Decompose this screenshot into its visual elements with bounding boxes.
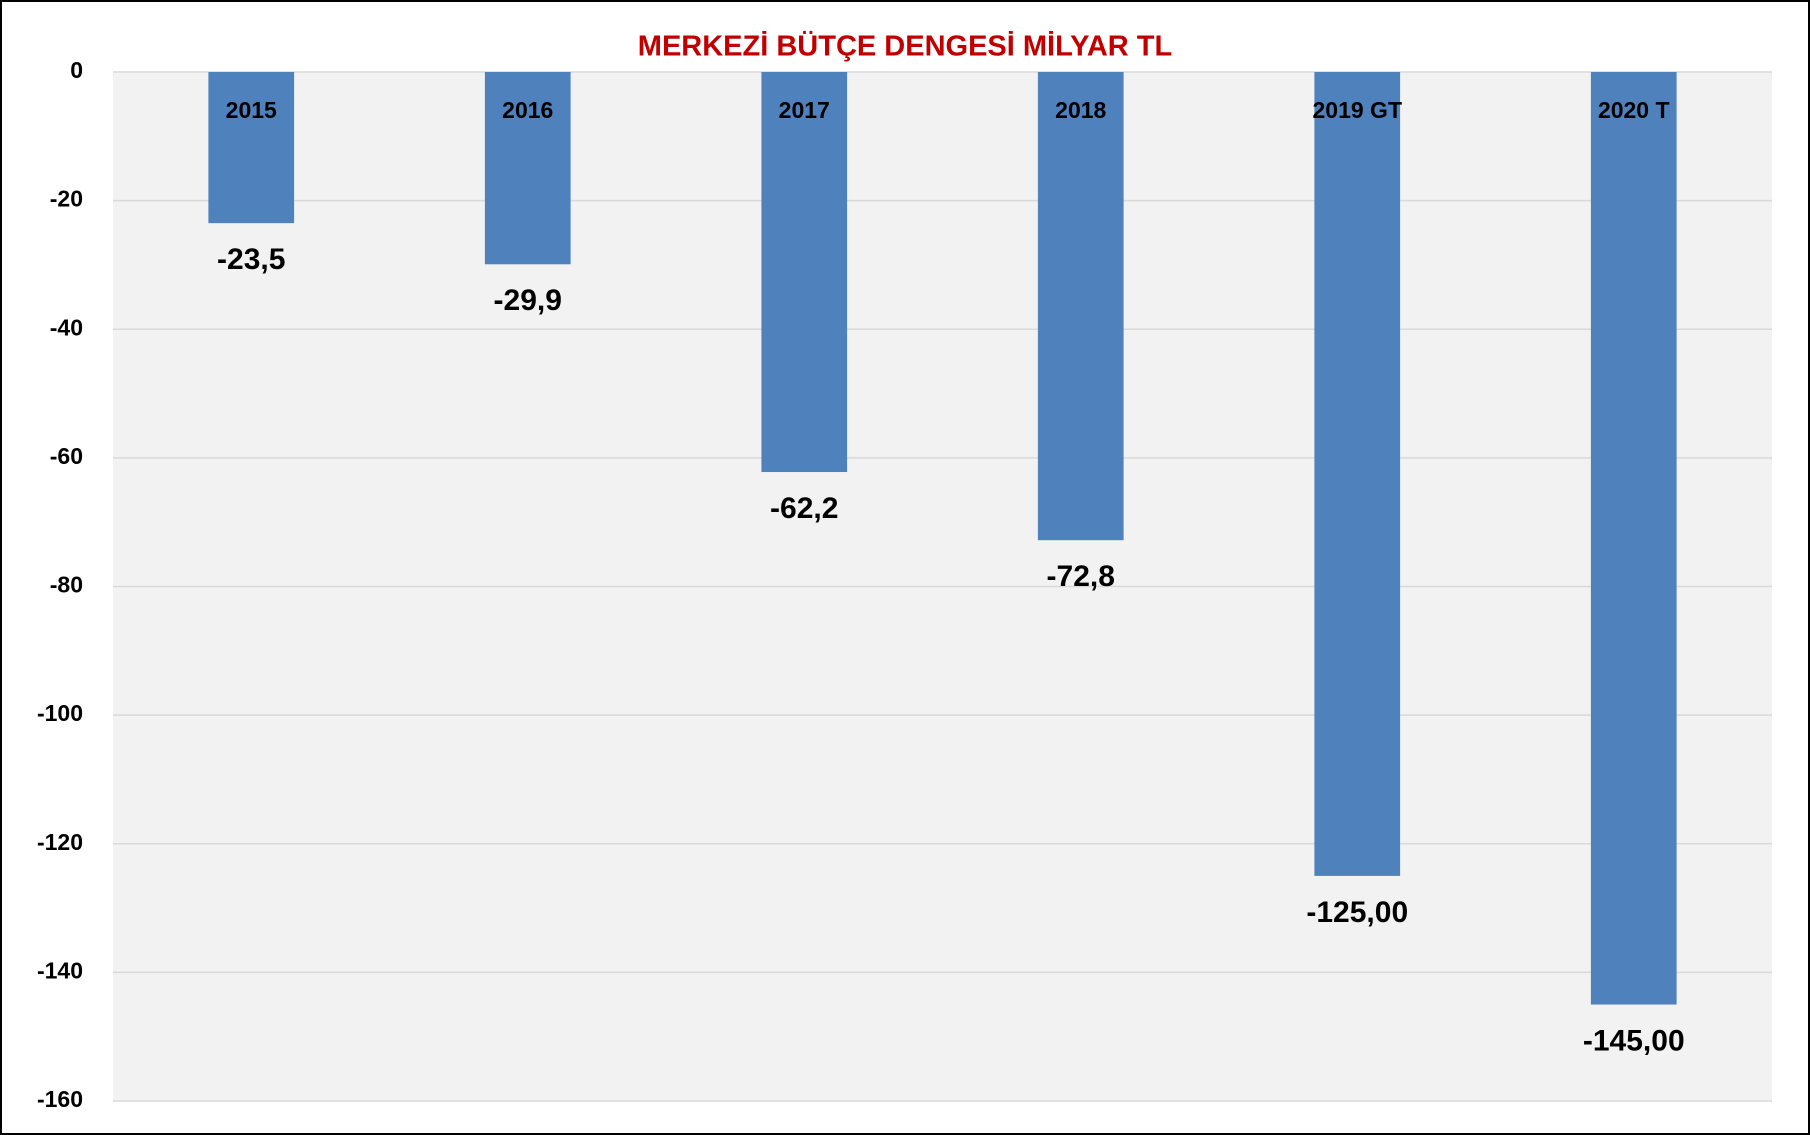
bar bbox=[1037, 72, 1124, 541]
value-label: -145,00 bbox=[1583, 1024, 1685, 1057]
category-label: 2015 bbox=[226, 97, 277, 123]
bar bbox=[208, 72, 295, 224]
y-tick-label: -140 bbox=[37, 957, 83, 983]
value-label: -23,5 bbox=[217, 243, 285, 276]
y-tick-label: -80 bbox=[50, 572, 83, 598]
y-tick-label: -120 bbox=[37, 829, 83, 855]
y-tick-label: -40 bbox=[50, 314, 83, 340]
category-label: 2016 bbox=[502, 97, 553, 123]
y-tick-label: -20 bbox=[50, 186, 83, 212]
bar bbox=[1314, 72, 1401, 876]
value-label: -62,2 bbox=[770, 492, 838, 525]
bar bbox=[761, 72, 848, 473]
chart-title: MERKEZİ BÜTÇE DENGESİ MİLYAR TL bbox=[638, 30, 1172, 63]
value-label: -72,8 bbox=[1047, 560, 1115, 593]
bar bbox=[484, 72, 571, 265]
bar bbox=[1590, 72, 1677, 1005]
category-label: 2019 GT bbox=[1313, 97, 1403, 123]
y-tick-label: -160 bbox=[37, 1086, 83, 1112]
y-tick-label: -100 bbox=[37, 700, 83, 726]
category-label: 2018 bbox=[1055, 97, 1106, 123]
y-tick-label: 0 bbox=[70, 57, 83, 83]
value-label: -29,9 bbox=[494, 284, 562, 317]
value-label: -125,00 bbox=[1306, 896, 1408, 929]
category-label: 2017 bbox=[779, 97, 830, 123]
y-tick-label: -60 bbox=[50, 443, 83, 469]
category-label: 2020 T bbox=[1598, 97, 1670, 123]
